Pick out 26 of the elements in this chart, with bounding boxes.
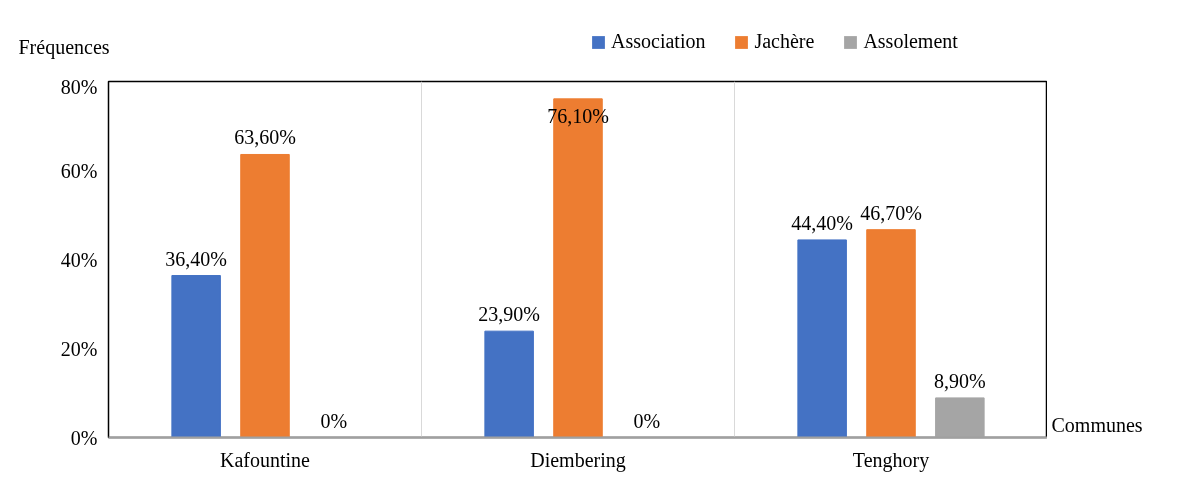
y-tick-label: 0%	[70, 426, 98, 449]
y-tick-label: 40%	[60, 248, 98, 271]
x-axis-title: Communes	[1051, 413, 1143, 436]
bar	[797, 239, 847, 438]
x-tick-label: Tenghory	[852, 448, 930, 472]
legend-label: Association	[611, 30, 706, 53]
bar	[484, 330, 534, 438]
data-label: 36,40%	[165, 247, 227, 270]
legend-label: Jachère	[754, 30, 815, 53]
data-label: 0%	[320, 409, 348, 432]
data-label: 46,70%	[860, 201, 922, 224]
y-axis-title: Fréquences	[18, 35, 110, 59]
bar	[866, 229, 916, 438]
x-tick-label: Kafountine	[220, 448, 311, 471]
bar	[171, 275, 221, 438]
data-label: 8,90%	[934, 369, 986, 392]
data-label: 63,60%	[234, 126, 296, 149]
y-tick-label: 20%	[60, 337, 98, 360]
legend-label: Assolement	[863, 30, 958, 53]
data-label: 0%	[633, 409, 661, 432]
y-tick-label: 60%	[60, 159, 98, 182]
y-tick-label: 80%	[60, 75, 98, 98]
data-label: 23,90%	[478, 303, 540, 326]
data-label: 44,40%	[791, 211, 853, 234]
bar	[240, 153, 290, 438]
x-tick-label: Diembering	[530, 448, 626, 472]
